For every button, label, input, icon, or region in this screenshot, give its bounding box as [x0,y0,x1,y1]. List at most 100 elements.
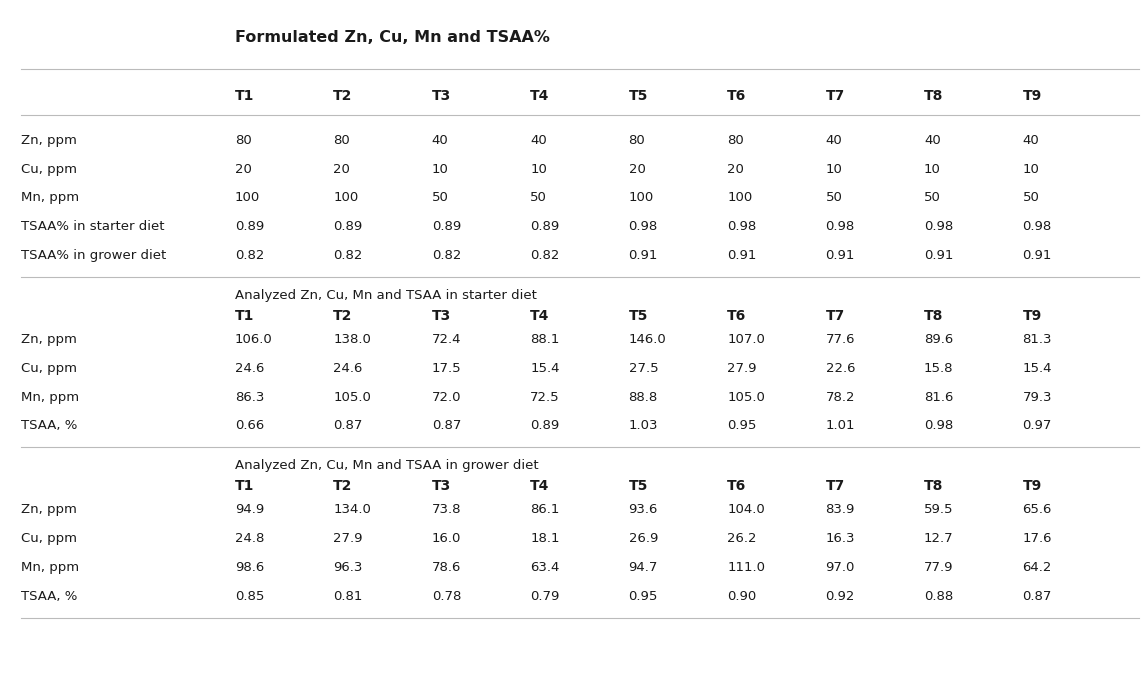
Text: 27.9: 27.9 [333,532,363,545]
Text: 24.8: 24.8 [235,532,264,545]
Text: 100: 100 [727,192,752,204]
Text: 59.5: 59.5 [924,504,954,516]
Text: 18.1: 18.1 [530,532,560,545]
Text: 80: 80 [727,134,744,146]
Text: Analyzed Zn, Cu, Mn and TSAA in grower diet: Analyzed Zn, Cu, Mn and TSAA in grower d… [235,460,538,472]
Text: 72.0: 72.0 [432,391,461,403]
Text: T9: T9 [1022,309,1042,323]
Text: 0.82: 0.82 [333,249,363,262]
Text: T2: T2 [333,309,353,323]
Text: 50: 50 [924,192,941,204]
Text: 0.89: 0.89 [530,420,560,432]
Text: T1: T1 [235,480,254,493]
Text: 80: 80 [235,134,252,146]
Text: 0.88: 0.88 [924,590,954,602]
Text: 26.2: 26.2 [727,532,757,545]
Text: T6: T6 [727,480,747,493]
Text: 0.95: 0.95 [629,590,658,602]
Text: 20: 20 [727,163,744,175]
Text: 27.5: 27.5 [629,362,658,374]
Text: 0.91: 0.91 [727,249,757,262]
Text: 72.4: 72.4 [432,333,461,346]
Text: Formulated Zn, Cu, Mn and TSAA%: Formulated Zn, Cu, Mn and TSAA% [235,30,550,45]
Text: T5: T5 [629,309,648,323]
Text: 1.01: 1.01 [826,420,855,432]
Text: 0.97: 0.97 [1022,420,1052,432]
Text: T3: T3 [432,480,451,493]
Text: 0.95: 0.95 [727,420,757,432]
Text: 0.91: 0.91 [1022,249,1052,262]
Text: T5: T5 [629,89,648,103]
Text: 106.0: 106.0 [235,333,273,346]
Text: 77.9: 77.9 [924,561,954,574]
Text: 64.2: 64.2 [1022,561,1052,574]
Text: 138.0: 138.0 [333,333,371,346]
Text: 94.9: 94.9 [235,504,264,516]
Text: 50: 50 [1022,192,1040,204]
Text: 27.9: 27.9 [727,362,757,374]
Text: 0.98: 0.98 [629,221,658,233]
Text: 15.8: 15.8 [924,362,954,374]
Text: 111.0: 111.0 [727,561,765,574]
Text: 0.90: 0.90 [727,590,757,602]
Text: 146.0: 146.0 [629,333,666,346]
Text: 16.0: 16.0 [432,532,461,545]
Text: Cu, ppm: Cu, ppm [21,362,77,374]
Text: 12.7: 12.7 [924,532,954,545]
Text: 40: 40 [530,134,547,146]
Text: 0.85: 0.85 [235,590,264,602]
Text: T7: T7 [826,89,845,103]
Text: 100: 100 [333,192,358,204]
Text: Mn, ppm: Mn, ppm [21,192,79,204]
Text: 0.82: 0.82 [432,249,461,262]
Text: 72.5: 72.5 [530,391,560,403]
Text: 93.6: 93.6 [629,504,658,516]
Text: T3: T3 [432,89,451,103]
Text: 50: 50 [530,192,547,204]
Text: 17.5: 17.5 [432,362,461,374]
Text: 40: 40 [826,134,843,146]
Text: 96.3: 96.3 [333,561,363,574]
Text: 0.91: 0.91 [629,249,658,262]
Text: 0.92: 0.92 [826,590,855,602]
Text: Mn, ppm: Mn, ppm [21,391,79,403]
Text: 10: 10 [826,163,843,175]
Text: 79.3: 79.3 [1022,391,1052,403]
Text: Cu, ppm: Cu, ppm [21,532,77,545]
Text: 0.89: 0.89 [530,221,560,233]
Text: 0.78: 0.78 [432,590,461,602]
Text: T4: T4 [530,480,550,493]
Text: 94.7: 94.7 [629,561,658,574]
Text: 86.3: 86.3 [235,391,264,403]
Text: 107.0: 107.0 [727,333,765,346]
Text: 0.87: 0.87 [432,420,461,432]
Text: 50: 50 [826,192,843,204]
Text: T6: T6 [727,309,747,323]
Text: Cu, ppm: Cu, ppm [21,163,77,175]
Text: 81.6: 81.6 [924,391,954,403]
Text: Analyzed Zn, Cu, Mn and TSAA in starter diet: Analyzed Zn, Cu, Mn and TSAA in starter … [235,289,537,302]
Text: 0.87: 0.87 [333,420,363,432]
Text: T7: T7 [826,309,845,323]
Text: 0.98: 0.98 [924,221,954,233]
Text: 88.1: 88.1 [530,333,560,346]
Text: 104.0: 104.0 [727,504,765,516]
Text: T9: T9 [1022,89,1042,103]
Text: Mn, ppm: Mn, ppm [21,561,79,574]
Text: 80: 80 [333,134,350,146]
Text: 1.03: 1.03 [629,420,658,432]
Text: T4: T4 [530,89,550,103]
Text: T4: T4 [530,309,550,323]
Text: T6: T6 [727,89,747,103]
Text: 0.98: 0.98 [727,221,757,233]
Text: 80: 80 [629,134,646,146]
Text: 0.98: 0.98 [826,221,855,233]
Text: T8: T8 [924,89,943,103]
Text: T5: T5 [629,480,648,493]
Text: T3: T3 [432,309,451,323]
Text: 0.66: 0.66 [235,420,264,432]
Text: 97.0: 97.0 [826,561,855,574]
Text: 100: 100 [235,192,260,204]
Text: TSAA% in starter diet: TSAA% in starter diet [21,221,164,233]
Text: 16.3: 16.3 [826,532,855,545]
